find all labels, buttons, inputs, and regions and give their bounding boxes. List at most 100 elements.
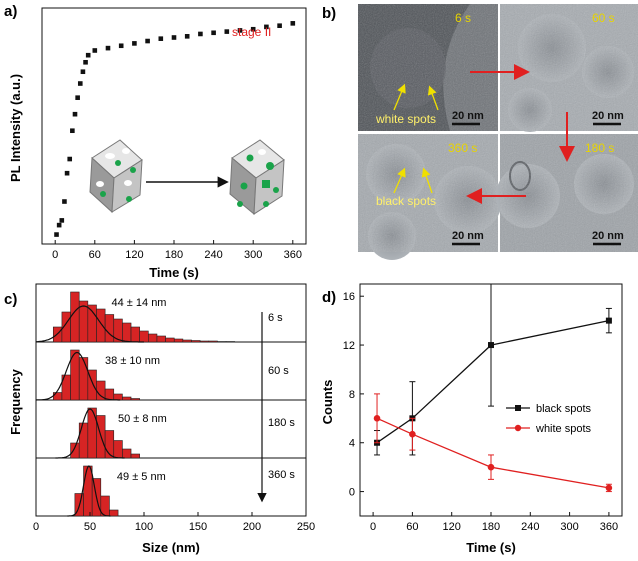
c-x-tick-label: 200 [243,521,261,533]
c-x-tick-label: 50 [84,521,96,533]
white-spot-arrow-icon [427,85,439,111]
c-size-label: 44 ± 14 nm [112,297,167,309]
a-data-point [211,30,216,36]
tem-scale-180s: 20 nm [592,230,624,242]
d-x-tick-label: 360 [600,521,618,533]
panel-a-label: a) [4,3,17,20]
d-x-tick-label: 60 [406,521,418,533]
c-hist-bar [191,340,201,343]
d-point-black [605,317,612,324]
c-hist-bar [52,392,63,401]
panel-d-ylabel: Counts [320,380,335,425]
a-x-tick-label: 0 [52,249,58,261]
a-data-point [92,48,98,53]
tem-frame-6s: 6 s white spots 20 nm [358,4,498,131]
c-x-tick-label: 250 [297,521,315,533]
c-hist-bar [70,442,80,459]
c-gauss-fit [35,351,121,401]
panel-b: b) 6 s white spots 20 nm 60 s 20 nm [322,4,638,260]
d-point-white [605,484,613,492]
tem-scale-360s: 20 nm [452,230,484,242]
c-hist-bar [173,338,184,343]
black-spot-arrow-icon [421,167,433,194]
a-data-point [70,128,75,134]
c-gauss-fit [67,465,111,517]
panel-a-frame [41,7,307,245]
panel-c-x-ticks: 0 50 100 150 200 250 [33,512,315,533]
a-data-point [290,21,296,26]
white-spots-label: white spots [375,112,436,126]
legend-white-label: white spots [535,423,592,435]
a-data-point [132,41,137,46]
a-data-point [62,199,67,204]
a-data-point [75,95,80,100]
a-data-point [59,218,65,223]
legend-black-label: black spots [536,403,592,415]
panel-d-series [373,283,613,493]
a-data-point [145,38,150,44]
panel-b-label: b) [322,5,336,22]
c-hist-bar [148,333,158,343]
c-x-tick-label: 150 [189,521,207,533]
d-x-tick-label: 120 [443,521,461,533]
a-x-tick-label: 300 [244,249,262,261]
c-hist-bar [208,340,218,343]
white-spot-arrow-icon [393,83,406,111]
d-x-tick-label: 300 [560,521,578,533]
c-hist-bar [139,330,149,343]
a-data-point [72,111,78,117]
d-y-tick-label: 0 [349,487,355,499]
d-series-line [376,417,610,489]
d-point-white [487,463,495,471]
tem-scale-60s: 20 nm [592,110,624,122]
a-data-point [224,29,230,34]
a-data-point [105,45,111,51]
panel-a-points [54,21,296,237]
a-data-point [250,26,256,32]
c-hist-bar [109,509,119,517]
a-x-tick-label: 240 [204,249,222,261]
c-hist-bar [104,314,115,343]
d-y-tick-label: 16 [343,291,355,303]
a-data-point [237,28,243,33]
d-y-tick-label: 8 [349,389,355,401]
a-data-point [184,34,190,39]
c-size-label: 38 ± 10 nm [105,355,160,367]
d-series-line [376,319,610,444]
tem-scale-6s: 20 nm [452,110,484,122]
c-hist-bar [96,308,106,343]
a-x-tick-label: 60 [89,249,101,261]
arrow-label-6s: 6 s [268,312,283,324]
tem-frame-60s: 60 s 20 nm [500,4,638,132]
c-hist-bar [156,335,166,343]
c-hist-bar [122,396,132,401]
black-spot-arrow-icon [393,167,406,194]
c-gauss-fit [36,305,144,343]
panel-c-xlabel: Size (nm) [142,540,200,555]
panel-a-x-ticks: 0 60 120 180 240 300 360 [52,240,302,261]
panel-a-annotation: stage II [232,25,271,39]
c-hist-bar [130,453,140,459]
a-data-point [77,81,83,86]
c-hist-bar [182,339,192,343]
c-hist-bar [199,340,210,343]
c-hist-bar [78,357,89,401]
c-hist-bar [113,440,123,459]
tem-time-360s: 360 s [448,141,477,155]
tem-time-180s: 180 s [585,141,614,155]
a-data-point [264,24,269,30]
a-data-point [85,52,91,58]
c-hist-bar [122,448,132,459]
panel-c-histograms: 44 ± 14 nm 38 ± 10 nm 50 ± 8 nm 49 ± 5 nm [35,291,306,517]
d-point-white [373,415,381,422]
a-data-point [83,59,88,65]
d-point-black [488,342,494,349]
d-y-tick-label: 12 [343,340,355,352]
tem-time-60s: 60 s [592,11,615,25]
a-data-point [80,69,86,75]
panel-d-label: d) [322,289,336,306]
c-size-label: 49 ± 5 nm [117,471,166,483]
c-hist-bar [70,291,80,343]
octahedron-after-icon [229,139,285,216]
panel-d: d) 0 60 120 180 240 300 360 0 4 8 12 16 black spots… [320,283,623,555]
